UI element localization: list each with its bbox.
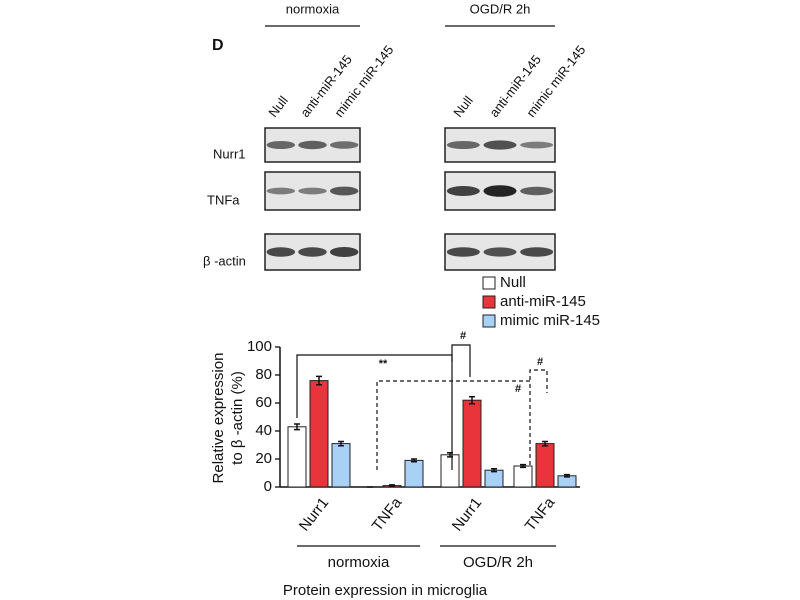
bar <box>462 399 482 488</box>
bar <box>287 426 307 488</box>
y-axis-label-line: Relative expression <box>210 353 227 484</box>
error-bar <box>542 440 548 447</box>
y-tick-label: 40 <box>255 422 272 439</box>
error-bar <box>564 473 570 478</box>
blot-band <box>298 247 327 257</box>
bar <box>309 380 329 488</box>
blot-band <box>298 140 327 150</box>
x-tick-label: Nurr1 <box>449 494 485 534</box>
bar <box>484 469 504 488</box>
error-bar <box>294 423 300 431</box>
blot-band <box>266 141 296 149</box>
legend-label: anti-miR-145 <box>500 293 586 310</box>
group-label: normoxia <box>328 554 390 571</box>
blot-band <box>266 247 296 257</box>
condition-label: OGD/R 2h <box>470 1 531 16</box>
bar <box>535 443 555 488</box>
bar <box>513 465 533 488</box>
legend-swatch <box>482 295 496 309</box>
blot-row-label: Nurr1 <box>213 146 246 161</box>
legend-swatch <box>482 314 496 328</box>
blot-band <box>483 247 517 257</box>
bar <box>331 443 351 488</box>
condition-label: normoxia <box>286 1 340 16</box>
blot-band <box>329 186 359 196</box>
legend-label: Null <box>500 274 526 291</box>
error-bar <box>469 395 475 405</box>
blot-row-label: β -actin <box>203 253 246 268</box>
significance-label: # <box>537 356 543 368</box>
error-bar <box>411 458 417 463</box>
blot-band <box>483 140 517 150</box>
significance-label: # <box>460 330 466 342</box>
blot-band <box>483 185 517 197</box>
group-label: OGD/R 2h <box>463 554 533 571</box>
significance-bracket <box>451 344 471 377</box>
blot-band <box>520 141 554 149</box>
blot-band <box>446 186 480 196</box>
blot-band <box>329 141 359 149</box>
significance-label: # <box>515 383 521 395</box>
blot-band <box>446 247 480 257</box>
x-axis-label: Protein expression in microglia <box>283 582 488 599</box>
error-bar <box>338 440 344 447</box>
significance-bracket <box>296 354 453 470</box>
error-bar <box>520 463 526 469</box>
bar <box>440 454 460 488</box>
x-tick-label: TNFa <box>369 494 406 535</box>
significance-label: ** <box>379 358 388 370</box>
blot-band <box>329 247 359 257</box>
y-tick-label: 100 <box>247 338 272 355</box>
blot-row-label: TNFa <box>207 192 240 207</box>
panel-label: D <box>212 37 224 54</box>
lane-label: Null <box>450 93 476 120</box>
x-tick-label: Nurr1 <box>296 494 332 534</box>
significance-bracket <box>376 380 531 470</box>
significance-bracket <box>529 369 548 393</box>
blot-band <box>266 187 296 195</box>
y-axis-label-line: to β -actin (%) <box>229 371 246 465</box>
error-bar <box>316 375 322 386</box>
y-axis-label: Relative expression to β -actin (%) <box>210 353 246 484</box>
error-bar <box>389 484 395 488</box>
blot-band <box>520 186 554 196</box>
legend-label: mimic miR-145 <box>500 312 600 329</box>
x-tick-label: TNFa <box>522 494 559 535</box>
y-tick-label: 20 <box>255 450 272 467</box>
error-bar <box>491 468 497 473</box>
legend-swatch <box>482 276 496 290</box>
blot-band <box>298 187 327 195</box>
blot-band <box>446 141 480 149</box>
lane-label: Null <box>265 93 291 120</box>
bar <box>404 459 424 488</box>
blot-band <box>520 247 554 257</box>
y-tick-label: 80 <box>255 366 272 383</box>
y-tick-label: 0 <box>264 478 272 495</box>
y-tick-label: 60 <box>255 394 272 411</box>
